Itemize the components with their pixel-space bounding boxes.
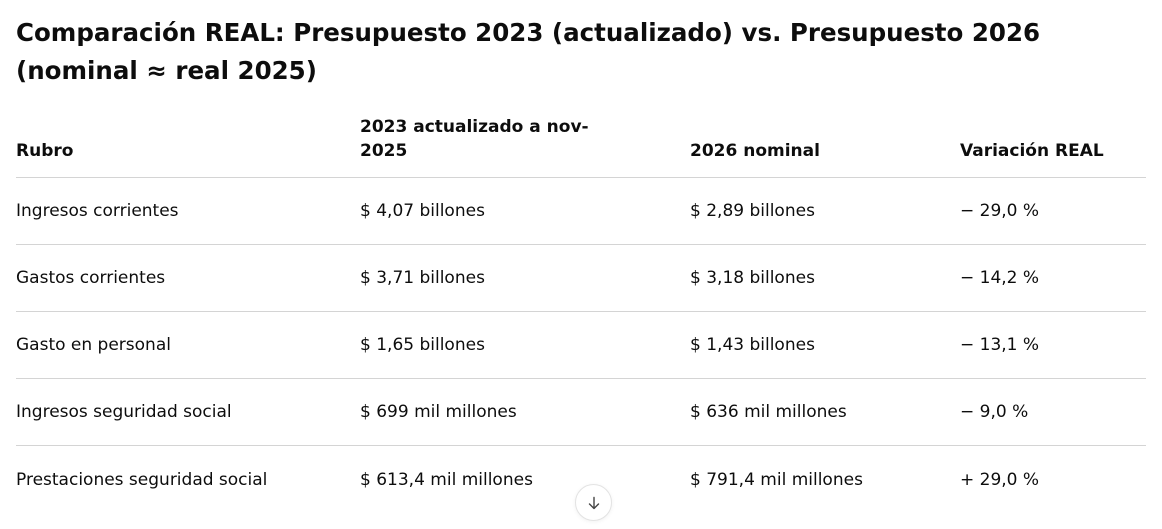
cell-2023-value: $ 699 mil millones: [360, 402, 517, 422]
document-body: Comparación REAL: Presupuesto 2023 (actu…: [16, 18, 1146, 513]
column-header-rubro: Rubro: [16, 141, 74, 161]
cell-2023-value: $ 1,65 billones: [360, 335, 485, 355]
cell-rubro: Ingresos seguridad social: [16, 402, 232, 422]
cell-rubro: Gastos corrientes: [16, 268, 166, 288]
cell-variacion-value: − 9,0 %: [960, 402, 1029, 422]
column-header-2023: 2023 actualizado a nov-2025: [360, 117, 589, 161]
cell-2026-value: $ 2,89 billones: [690, 201, 815, 221]
budget-comparison-table: Rubro 2023 actualizado a nov-2025 2026 n…: [16, 102, 1146, 513]
cell-2026-value: $ 1,43 billones: [690, 335, 815, 355]
table-row: Ingresos seguridad social $ 699 mil mill…: [16, 379, 1146, 446]
cell-variacion-value: + 29,0 %: [960, 469, 1040, 490]
scroll-to-bottom-button[interactable]: [575, 484, 612, 521]
table-row: Gastos corrientes $ 3,71 billones $ 3,18…: [16, 245, 1146, 312]
page-title: Comparación REAL: Presupuesto 2023 (actu…: [16, 18, 1041, 85]
cell-rubro: Gasto en personal: [16, 335, 171, 355]
cell-variacion-value: − 14,2 %: [960, 268, 1040, 288]
table-row: Prestaciones seguridad social $ 613,4 mi…: [16, 446, 1146, 513]
cell-2026-value: $ 791,4 mil millones: [690, 469, 863, 490]
table-header-row: Rubro 2023 actualizado a nov-2025 2026 n…: [16, 102, 1146, 178]
cell-2026-value: $ 636 mil millones: [690, 402, 847, 422]
cell-variacion-value: − 13,1 %: [960, 335, 1040, 355]
table-row: Gasto en personal $ 1,65 billones $ 1,43…: [16, 312, 1146, 379]
cell-2023-value: $ 4,07 billones: [360, 201, 485, 221]
cell-2023-value: $ 613,4 mil millones: [360, 469, 533, 490]
cell-2023-value: $ 3,71 billones: [360, 268, 485, 288]
cell-2026-value: $ 3,18 billones: [690, 268, 815, 288]
cell-rubro: Prestaciones seguridad social: [16, 469, 268, 490]
column-header-variacion: Variación REAL: [960, 141, 1104, 161]
table-row: Ingresos corrientes $ 4,07 billones $ 2,…: [16, 178, 1146, 245]
cell-rubro: Ingresos corrientes: [16, 201, 179, 221]
arrow-down-icon: [586, 495, 602, 511]
column-header-2026: 2026 nominal: [690, 141, 820, 161]
cell-variacion-value: − 29,0 %: [960, 201, 1040, 221]
